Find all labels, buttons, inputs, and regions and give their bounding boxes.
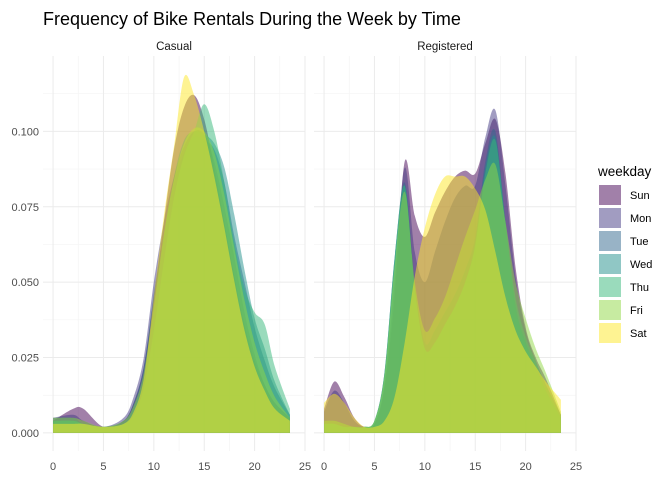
panels: Casual 0 5 10 15 20 25 Registered 0 5 10 15 20 25: [43, 41, 582, 473]
legend-label: Wed: [630, 259, 652, 271]
legend-swatch: [599, 300, 621, 320]
legend-label: Sat: [630, 328, 647, 340]
density-area-sat: [53, 74, 290, 433]
legend-swatch: [599, 254, 621, 274]
legend-item-tue: Tue: [599, 231, 649, 251]
x-tick-label: 25: [570, 461, 582, 473]
legend-label: Mon: [630, 213, 651, 225]
legend-label: Tue: [630, 236, 649, 248]
legend-swatch: [599, 185, 621, 205]
legend-label: Sun: [630, 190, 650, 202]
density-area-sat: [324, 175, 561, 433]
y-tick-label: 0.050: [11, 277, 39, 289]
x-tick-label: 15: [198, 461, 210, 473]
y-tick-label: 0.075: [11, 202, 39, 214]
y-tick-label: 0.100: [11, 126, 39, 138]
legend-swatch: [599, 231, 621, 251]
legend-label: Thu: [630, 282, 649, 294]
legend-title: weekday: [597, 164, 652, 179]
x-tick-label: 10: [419, 461, 431, 473]
y-tick-label: 0.000: [11, 428, 39, 440]
chart-title: Frequency of Bike Rentals During the Wee…: [43, 9, 461, 29]
legend-item-sun: Sun: [599, 185, 650, 205]
x-tick-label: 5: [371, 461, 377, 473]
x-tick-label: 20: [519, 461, 531, 473]
legend-item-fri: Fri: [599, 300, 643, 320]
x-tick-label: 5: [100, 461, 106, 473]
y-axis: 0.000 0.025 0.050 0.075 0.100: [11, 126, 39, 440]
facet-label: Registered: [417, 41, 473, 53]
legend-item-thu: Thu: [599, 277, 649, 297]
x-tick-label: 0: [321, 461, 327, 473]
x-tick-label: 0: [50, 461, 56, 473]
legend-swatch: [599, 277, 621, 297]
y-tick-label: 0.025: [11, 353, 39, 365]
legend: weekday Sun Mon Tue Wed Thu Fri Sat: [597, 164, 652, 343]
x-tick-label: 15: [469, 461, 481, 473]
x-tick-label: 10: [148, 461, 160, 473]
legend-item-sat: Sat: [599, 323, 647, 343]
x-tick-label: 20: [248, 461, 260, 473]
legend-label: Fri: [630, 305, 643, 317]
facet-label: Casual: [156, 41, 192, 53]
legend-item-mon: Mon: [599, 208, 651, 228]
panel-casual: Casual 0 5 10 15 20 25: [43, 41, 311, 473]
legend-item-wed: Wed: [599, 254, 652, 274]
x-tick-label: 25: [299, 461, 311, 473]
legend-swatch: [599, 323, 621, 343]
legend-swatch: [599, 208, 621, 228]
panel-registered: Registered 0 5 10 15 20 25: [314, 41, 582, 473]
